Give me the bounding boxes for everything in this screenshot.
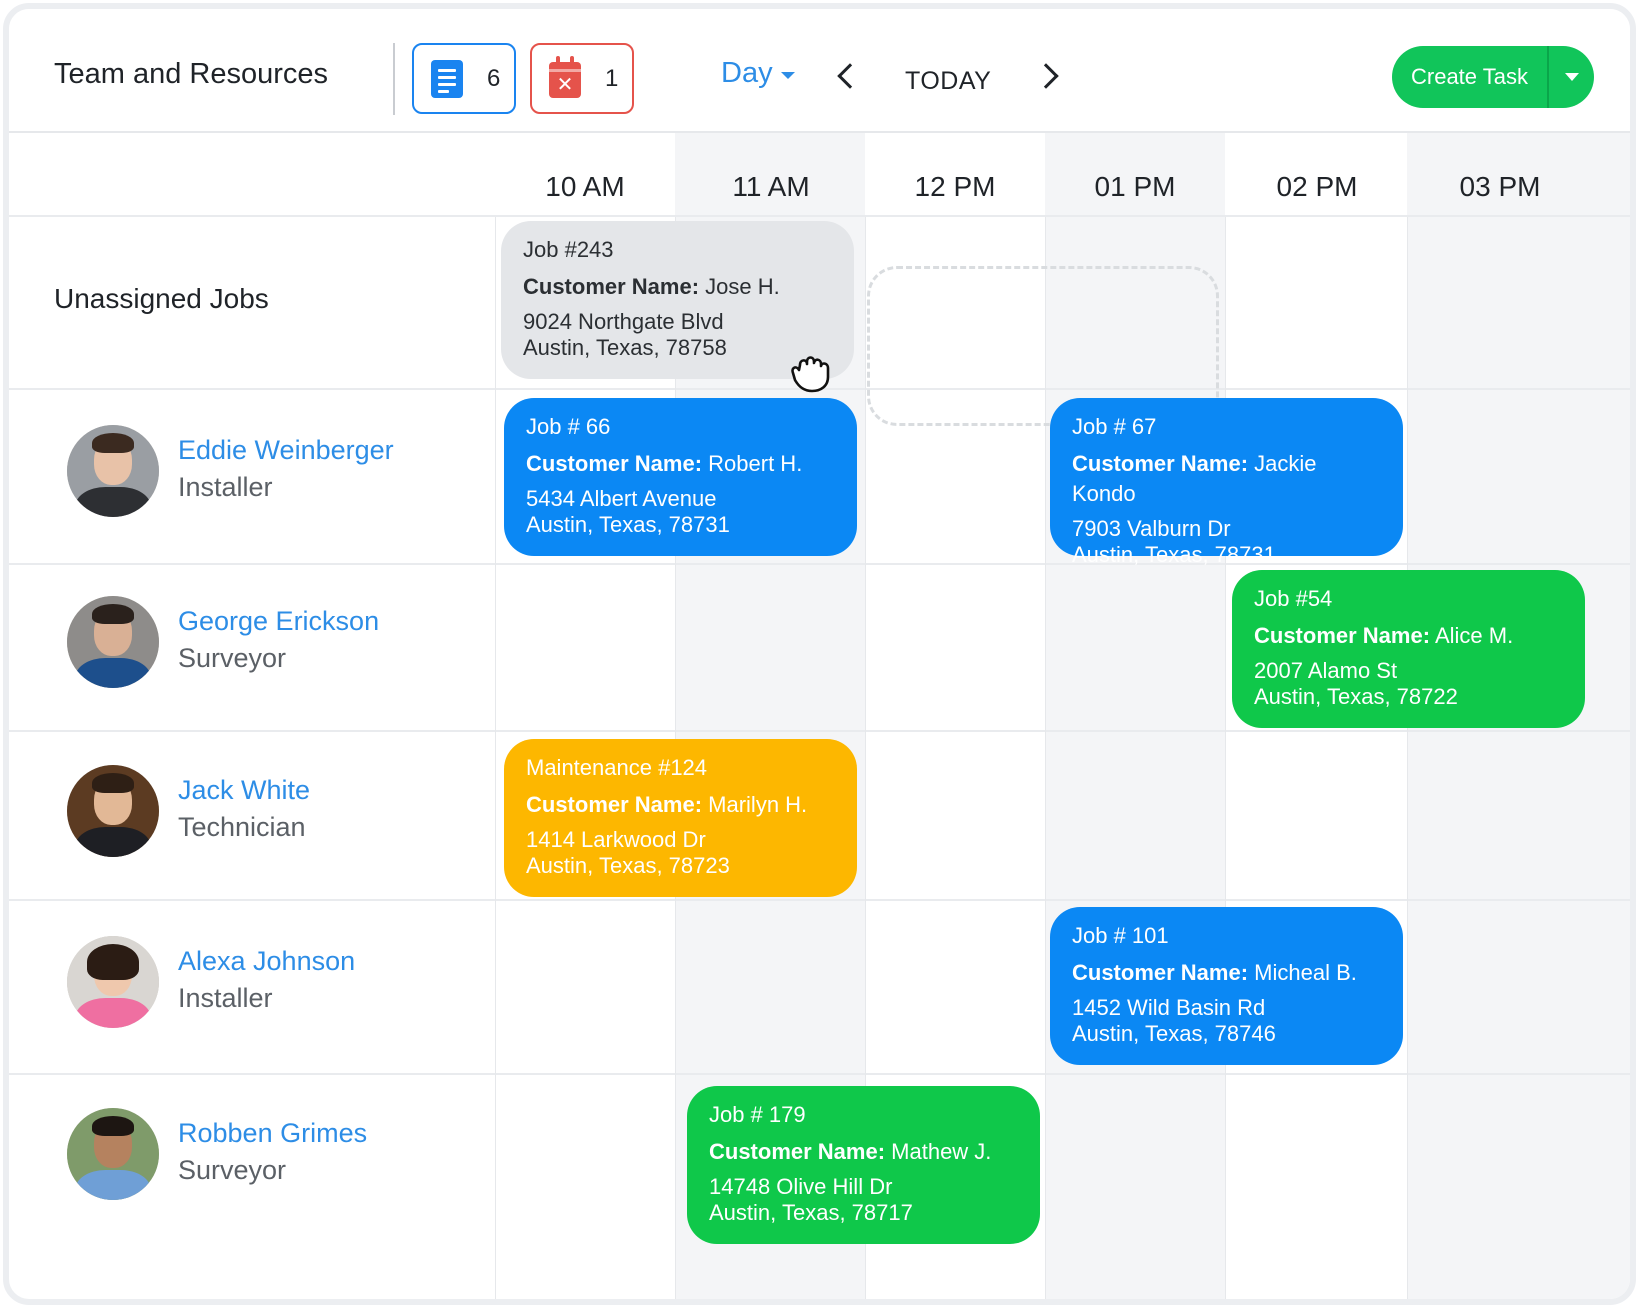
- address-line-2: Austin, Texas, 78722: [1254, 684, 1458, 709]
- job-card[interactable]: Job # 101 Customer Name: Micheal B. 1452…: [1050, 907, 1403, 1065]
- address-line-1: 5434 Albert Avenue: [526, 486, 717, 511]
- address-line-1: 1414 Larkwood Dr: [526, 827, 706, 852]
- cancelled-badge-button[interactable]: ✕ 1: [530, 43, 634, 114]
- unassigned-job-card[interactable]: Job #243 Customer Name: Jose H. 9024 Nor…: [501, 221, 854, 379]
- customer-name: Robert H.: [702, 451, 803, 476]
- customer-label: Customer Name:: [526, 792, 703, 817]
- create-task-button[interactable]: Create Task: [1392, 46, 1594, 108]
- staff-name[interactable]: Robben Grimes: [178, 1118, 368, 1148]
- customer-label: Customer Name:: [709, 1139, 886, 1164]
- time-header-11am: 11 AM: [732, 171, 810, 202]
- job-card[interactable]: Job # 179 Customer Name: Mathew J. 14748…: [687, 1086, 1040, 1244]
- chevron-down-icon: [780, 72, 795, 79]
- customer-name: Alice M.: [1430, 623, 1514, 648]
- staff-role: Surveyor: [178, 1155, 287, 1185]
- job-id: Job # 101: [1072, 923, 1169, 948]
- job-id: Maintenance #124: [526, 755, 708, 780]
- staff-row: Jack White Technician: [67, 765, 487, 865]
- time-header-12pm: 12 PM: [914, 171, 996, 202]
- job-card[interactable]: Job # 66 Customer Name: Robert H. 5434 A…: [504, 398, 857, 556]
- view-dropdown[interactable]: Day: [721, 57, 795, 90]
- calendar-cancel-icon: ✕: [549, 55, 581, 98]
- customer-label: Customer Name:: [526, 451, 703, 476]
- address-line-2: Austin, Texas, 78731: [1072, 542, 1276, 567]
- customer-label: Customer Name:: [1072, 960, 1249, 985]
- staff-name[interactable]: George Erickson: [178, 606, 380, 636]
- staff-name[interactable]: Eddie Weinberger: [178, 435, 394, 465]
- toolbar-divider: [393, 43, 395, 115]
- cancelled-count: 1: [605, 64, 619, 92]
- avatar: [67, 936, 159, 1028]
- address-line-1: 7903 Valburn Dr: [1072, 516, 1231, 541]
- staff-role: Surveyor: [178, 643, 287, 673]
- staff-row: Robben Grimes Surveyor: [67, 1108, 487, 1208]
- avatar: [67, 765, 159, 857]
- page-title: Team and Resources: [54, 58, 329, 90]
- view-dropdown-label: Day: [721, 57, 773, 89]
- grab-hand-icon: [791, 356, 830, 393]
- customer-name: Mathew J.: [885, 1139, 992, 1164]
- create-task-dropdown[interactable]: [1549, 46, 1594, 108]
- job-card[interactable]: Maintenance #124 Customer Name: Marilyn …: [504, 739, 857, 897]
- customer-name: Jackie Kondo: [1072, 451, 1317, 506]
- time-header-01pm: 01 PM: [1094, 171, 1176, 202]
- address-line-1: 14748 Olive Hill Dr: [709, 1174, 893, 1199]
- toolbar: Team and Resources 6 ✕ 1 Day TODAY Creat…: [9, 9, 1630, 133]
- address-line-2: Austin, Texas, 78746: [1072, 1021, 1276, 1046]
- address-line-1: 1452 Wild Basin Rd: [1072, 995, 1266, 1020]
- time-header-10am: 10 AM: [545, 171, 625, 202]
- next-arrow-icon[interactable]: [1033, 63, 1059, 89]
- caret-down-icon: [1564, 73, 1579, 81]
- unassigned-jobs-label: Unassigned Jobs: [54, 283, 269, 314]
- drop-target-placeholder[interactable]: [867, 266, 1219, 426]
- schedule-grid: 10 AM 11 AM 12 PM 01 PM 02 PM 03 PM Unas…: [9, 133, 1630, 1299]
- tasks-badge-button[interactable]: 6: [412, 43, 516, 114]
- previous-arrow-icon[interactable]: [837, 63, 863, 89]
- staff-role: Technician: [178, 812, 306, 842]
- staff-row: Alexa Johnson Installer: [67, 936, 487, 1036]
- job-id: Job # 179: [709, 1102, 806, 1127]
- customer-label: Customer Name:: [523, 274, 700, 299]
- time-header-02pm: 02 PM: [1276, 171, 1358, 202]
- job-card[interactable]: Job # 67 Customer Name: Jackie Kondo 790…: [1050, 398, 1403, 567]
- staff-row: George Erickson Surveyor: [67, 596, 487, 696]
- address-line-2: Austin, Texas, 78723: [526, 853, 730, 878]
- avatar: [67, 596, 159, 688]
- staff-row: Eddie Weinberger Installer: [67, 425, 487, 525]
- customer-name: Marilyn H.: [702, 792, 808, 817]
- address-line-2: Austin, Texas, 78731: [526, 512, 730, 537]
- job-id: Job #243: [523, 237, 614, 262]
- avatar: [67, 425, 159, 517]
- job-card[interactable]: Job #54 Customer Name: Alice M. 2007 Ala…: [1232, 570, 1585, 728]
- tasks-count: 6: [487, 64, 501, 92]
- today-button[interactable]: TODAY: [905, 67, 992, 95]
- customer-name: Jose H.: [699, 274, 780, 299]
- staff-name[interactable]: Alexa Johnson: [178, 946, 356, 976]
- customer-label: Customer Name:: [1072, 451, 1249, 476]
- job-id: Job # 67: [1072, 414, 1157, 439]
- address-line-1: 9024 Northgate Blvd: [523, 309, 724, 334]
- job-id: Job #54: [1254, 586, 1333, 611]
- avatar: [67, 1108, 159, 1200]
- create-task-label: Create Task: [1411, 64, 1528, 89]
- app-window: Team and Resources 6 ✕ 1 Day TODAY Creat…: [3, 3, 1636, 1305]
- staff-role: Installer: [178, 983, 273, 1013]
- time-header-03pm: 03 PM: [1459, 171, 1541, 202]
- customer-label: Customer Name:: [1254, 623, 1431, 648]
- staff-name[interactable]: Jack White: [178, 775, 311, 805]
- address-line-1: 2007 Alamo St: [1254, 658, 1398, 683]
- staff-role: Installer: [178, 472, 273, 502]
- address-line-2: Austin, Texas, 78758: [523, 335, 727, 360]
- job-id: Job # 66: [526, 414, 611, 439]
- document-icon: [431, 59, 463, 98]
- customer-name: Micheal B.: [1248, 960, 1357, 985]
- address-line-2: Austin, Texas, 78717: [709, 1200, 913, 1225]
